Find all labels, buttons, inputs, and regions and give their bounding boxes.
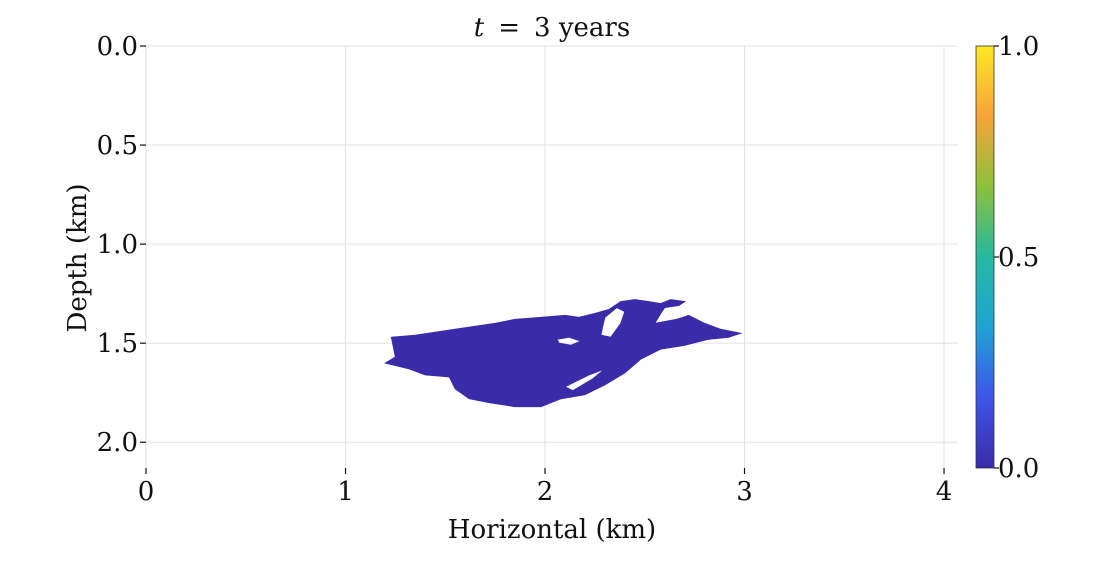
y-tick-label: 0.5 <box>97 131 138 161</box>
colorbar-tick-label: 0.5 <box>998 243 1039 273</box>
y-tick-label: 1.5 <box>97 329 138 359</box>
colorbar-tick-label: 0.0 <box>998 454 1039 484</box>
title-equals: = <box>498 13 520 43</box>
x-tick-label: 1 <box>337 477 354 507</box>
colorbar-gradient <box>975 45 995 469</box>
grid <box>145 45 958 468</box>
y-axis-label: Depth (km) <box>63 183 93 332</box>
chart-title: t = 3 years <box>474 13 630 43</box>
x-axis-label: Horizontal (km) <box>448 515 656 545</box>
plume-area <box>384 299 743 408</box>
y-tick-label: 1.0 <box>97 230 138 260</box>
y-tick-label: 2.0 <box>97 428 138 458</box>
x-axis: 0 1 2 3 4 <box>138 468 953 507</box>
y-tick-label: 0.0 <box>97 32 138 62</box>
title-variable: t <box>474 13 485 43</box>
plume-region <box>384 299 743 408</box>
y-axis: 0.0 0.5 1.0 1.5 2.0 <box>97 32 146 458</box>
colorbar: 0.0 0.5 1.0 <box>975 32 1039 484</box>
x-tick-label: 2 <box>537 477 554 507</box>
x-tick-label: 4 <box>936 477 953 507</box>
x-tick-label: 0 <box>138 477 155 507</box>
colorbar-tick-label: 1.0 <box>998 32 1039 62</box>
x-tick-label: 3 <box>736 477 753 507</box>
title-value: 3 years <box>534 13 630 43</box>
